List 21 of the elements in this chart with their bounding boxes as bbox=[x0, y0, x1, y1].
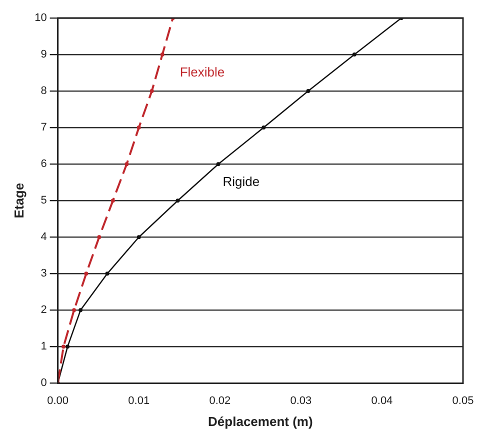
y-tick-label: 8 bbox=[40, 85, 47, 98]
series-label: Rigide bbox=[222, 174, 260, 189]
x-tick-label: 0.04 bbox=[371, 394, 393, 407]
y-tick-label: 2 bbox=[40, 304, 47, 316]
y-tick-label: 1 bbox=[40, 340, 47, 353]
x-tick-label: 0.02 bbox=[209, 394, 231, 407]
y-tick-label: 9 bbox=[40, 48, 47, 61]
y-tick-label: 7 bbox=[40, 122, 47, 134]
y-tick-label: 10 bbox=[34, 12, 47, 24]
y-tick-label: 4 bbox=[40, 231, 47, 244]
y-tick-label: 6 bbox=[40, 158, 47, 170]
series-label: Flexible bbox=[180, 64, 225, 80]
y-tick-label: 5 bbox=[40, 194, 47, 207]
x-tick-label: 0.05 bbox=[452, 394, 474, 407]
x-tick-label: 0.01 bbox=[128, 394, 150, 407]
x-axis-title: Déplacement (m) bbox=[208, 414, 313, 429]
x-tick-label: 0.00 bbox=[47, 394, 69, 407]
y-tick-label: 0 bbox=[40, 377, 47, 390]
y-axis-title: Etage bbox=[11, 182, 26, 218]
y-tick-label: 3 bbox=[40, 268, 47, 280]
x-tick-label: 0.03 bbox=[290, 394, 312, 407]
